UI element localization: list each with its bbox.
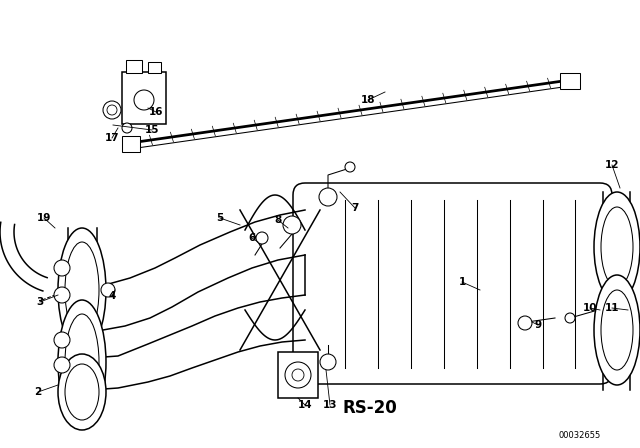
- Circle shape: [319, 188, 337, 206]
- Text: 12: 12: [605, 160, 620, 170]
- Text: 5: 5: [216, 213, 223, 223]
- Circle shape: [54, 357, 70, 373]
- Circle shape: [107, 105, 117, 115]
- Ellipse shape: [58, 354, 106, 430]
- Ellipse shape: [594, 192, 640, 302]
- Text: 7: 7: [351, 203, 358, 213]
- Ellipse shape: [601, 207, 633, 287]
- Circle shape: [54, 260, 70, 276]
- Text: 15: 15: [145, 125, 159, 135]
- Bar: [126, 60, 142, 73]
- Circle shape: [54, 287, 70, 303]
- Circle shape: [292, 369, 304, 381]
- Bar: [122, 72, 166, 124]
- Ellipse shape: [58, 300, 106, 424]
- Circle shape: [320, 354, 336, 370]
- Text: 2: 2: [35, 387, 42, 397]
- Ellipse shape: [65, 364, 99, 420]
- Text: 10: 10: [583, 303, 597, 313]
- Circle shape: [101, 283, 115, 297]
- Text: 3: 3: [36, 297, 44, 307]
- Text: 8: 8: [275, 215, 282, 225]
- Ellipse shape: [65, 314, 99, 410]
- Text: 16: 16: [148, 107, 163, 117]
- Bar: [148, 62, 161, 73]
- Text: 19: 19: [37, 213, 51, 223]
- Ellipse shape: [594, 275, 640, 385]
- Circle shape: [518, 316, 532, 330]
- Text: 11: 11: [605, 303, 620, 313]
- Circle shape: [565, 313, 575, 323]
- Circle shape: [283, 216, 301, 234]
- Text: 6: 6: [248, 233, 255, 243]
- Text: 18: 18: [361, 95, 375, 105]
- Bar: [122, 136, 140, 152]
- Circle shape: [134, 90, 154, 110]
- Text: 17: 17: [105, 133, 119, 143]
- Ellipse shape: [58, 228, 106, 352]
- Bar: [278, 352, 318, 398]
- Circle shape: [103, 101, 121, 119]
- Ellipse shape: [65, 242, 99, 338]
- FancyBboxPatch shape: [293, 183, 612, 384]
- Circle shape: [256, 232, 268, 244]
- Bar: [560, 73, 580, 89]
- Text: 4: 4: [108, 291, 116, 301]
- Circle shape: [285, 362, 311, 388]
- Ellipse shape: [601, 290, 633, 370]
- Circle shape: [54, 332, 70, 348]
- Text: 14: 14: [298, 400, 312, 410]
- Text: 13: 13: [323, 400, 337, 410]
- Text: RS-20: RS-20: [342, 399, 397, 417]
- Circle shape: [122, 123, 132, 133]
- Text: 9: 9: [534, 320, 541, 330]
- Circle shape: [345, 162, 355, 172]
- Text: 00032655: 00032655: [559, 431, 601, 439]
- Text: 1: 1: [458, 277, 466, 287]
